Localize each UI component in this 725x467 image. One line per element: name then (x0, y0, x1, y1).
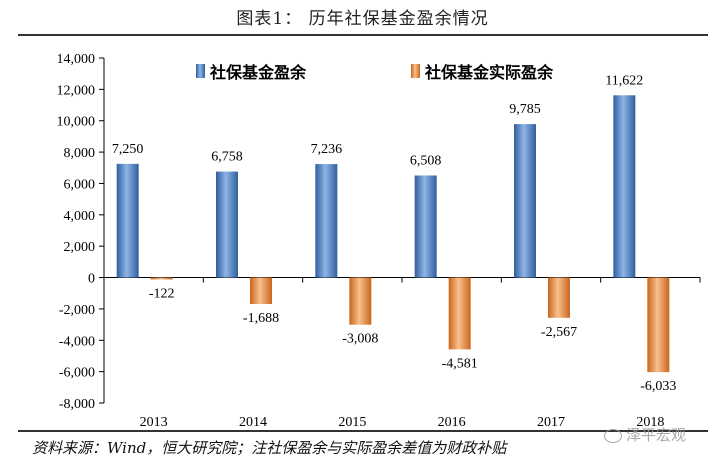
x-tick-label: 2015 (338, 415, 366, 430)
bar-fund-surplus (315, 164, 338, 278)
y-tick-label: 12,000 (57, 83, 96, 98)
source-note: 资料来源：Wind，恒大研究院；注社保盈余与实际盈余差值为财政补贴 (32, 439, 507, 457)
data-label: 6,758 (211, 150, 243, 165)
y-tick-label: -2,000 (59, 303, 95, 318)
watermark-text: 泽平宏观 (626, 426, 687, 444)
data-label: 11,622 (605, 73, 643, 88)
legend-swatch (411, 64, 420, 78)
bar-fund-surplus (414, 175, 437, 278)
bar-fund-surplus (514, 124, 536, 278)
data-label: -1,688 (243, 311, 279, 326)
data-label: -2,567 (541, 325, 577, 340)
watermark: 泽平宏观 (604, 424, 686, 445)
x-tick-label: 2013 (140, 415, 168, 430)
title-divider (18, 34, 708, 36)
y-tick-label: 4,000 (64, 209, 96, 224)
y-tick-label: -8,000 (59, 397, 95, 412)
bar-actual-surplus (150, 277, 173, 280)
data-label: -6,033 (640, 379, 676, 394)
legend-swatch (196, 64, 205, 78)
y-tick-label: 8,000 (64, 146, 96, 161)
y-tick-label: 10,000 (57, 115, 96, 130)
data-label: -3,008 (342, 332, 378, 347)
legend-label: 社保基金实际盈余 (424, 63, 554, 82)
y-tick-label: -6,000 (59, 366, 95, 381)
bars (116, 95, 670, 373)
bar-chart: 14,000 12,000 10,000 8,000 6,000 4,000 2,000 0 -… (57, 52, 701, 430)
bottom-divider (18, 430, 708, 432)
x-tick-label: 2017 (537, 415, 565, 430)
bar-actual-surplus (448, 277, 471, 350)
wechat-icon (604, 428, 622, 443)
y-tick-label: 14,000 (57, 52, 96, 67)
x-tick-label: 2016 (438, 415, 466, 430)
data-label: 7,250 (112, 142, 144, 157)
y-tick-label: 6,000 (64, 177, 96, 192)
bar-actual-surplus (548, 277, 570, 318)
data-label: -122 (149, 286, 175, 301)
chart-title: 图表1： 历年社保基金盈余情况 (236, 9, 489, 29)
bar-fund-surplus (216, 171, 238, 278)
y-tick-label: 2,000 (64, 240, 96, 255)
y-tick-label: 0 (88, 272, 95, 287)
bar-actual-surplus (349, 277, 372, 325)
y-axis: 14,000 12,000 10,000 8,000 6,000 4,000 2,000 0 -… (57, 52, 105, 412)
legend-label: 社保基金盈余 (209, 63, 307, 82)
x-tick-label: 2014 (239, 415, 267, 430)
legend: 社保基金盈余 社保基金实际盈余 (196, 63, 554, 82)
bar-fund-surplus (116, 163, 139, 278)
x-tick-label: 2018 (636, 415, 664, 430)
data-label: 6,508 (410, 153, 442, 168)
data-label: 7,236 (311, 142, 343, 157)
bar-actual-surplus (647, 277, 670, 373)
bar-fund-surplus (613, 95, 636, 278)
data-label: -4,581 (442, 356, 478, 371)
data-label: 9,785 (509, 102, 541, 117)
data-labels: 7,250 6,758 7,236 6,508 9,785 11,622 -122 -1,68… (112, 73, 677, 394)
bar-actual-surplus (250, 277, 272, 305)
y-tick-label: -4,000 (59, 334, 95, 349)
x-axis: 2013 2014 2015 2016 2017 2018 (103, 277, 701, 430)
